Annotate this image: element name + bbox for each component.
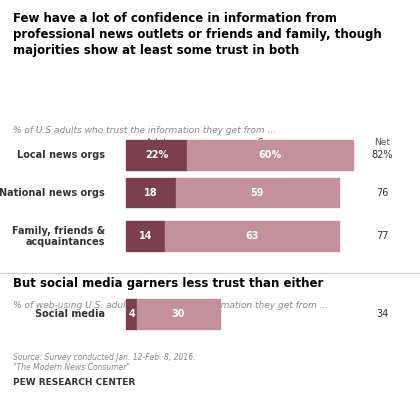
Text: 4: 4 <box>128 309 135 319</box>
Text: National news orgs: National news orgs <box>0 188 105 198</box>
Text: Social media: Social media <box>35 309 105 319</box>
Text: Source: Survey conducted Jan. 12-Feb. 8, 2016.: Source: Survey conducted Jan. 12-Feb. 8,… <box>13 353 195 362</box>
Text: Few have a lot of confidence in information from
professional news outlets or fr: Few have a lot of confidence in informat… <box>13 12 381 57</box>
Text: 76: 76 <box>376 188 389 198</box>
Text: % of U.S adults who trust the information they get from ...: % of U.S adults who trust the informatio… <box>13 126 276 135</box>
Text: 30: 30 <box>172 309 185 319</box>
Bar <box>137 299 220 329</box>
Text: 59: 59 <box>251 188 264 198</box>
Text: 18: 18 <box>144 188 158 198</box>
Text: But social media garners less trust than either: But social media garners less trust than… <box>13 277 323 290</box>
Text: 82%: 82% <box>371 150 393 160</box>
Bar <box>165 221 339 251</box>
Bar <box>187 140 353 170</box>
Text: 34: 34 <box>376 309 389 319</box>
Text: Some: Some <box>257 138 283 147</box>
Text: 60%: 60% <box>258 150 281 160</box>
Text: A lot: A lot <box>146 138 167 147</box>
Text: Family, friends &
acquaintances: Family, friends & acquaintances <box>12 225 105 247</box>
Bar <box>126 140 187 170</box>
Bar <box>176 178 339 207</box>
Text: 63: 63 <box>245 231 259 241</box>
Text: Net: Net <box>374 138 390 147</box>
Text: % of web-using U.S. adults who trust the information they get from ...: % of web-using U.S. adults who trust the… <box>13 301 328 310</box>
Text: 14: 14 <box>139 231 152 241</box>
Text: Local news orgs: Local news orgs <box>17 150 105 160</box>
Bar <box>126 178 176 207</box>
Text: 22%: 22% <box>145 150 168 160</box>
Text: 77: 77 <box>376 231 389 241</box>
Bar <box>126 299 137 329</box>
Text: "The Modern News Consumer": "The Modern News Consumer" <box>13 363 130 372</box>
Bar <box>126 221 165 251</box>
Text: PEW RESEARCH CENTER: PEW RESEARCH CENTER <box>13 378 135 387</box>
